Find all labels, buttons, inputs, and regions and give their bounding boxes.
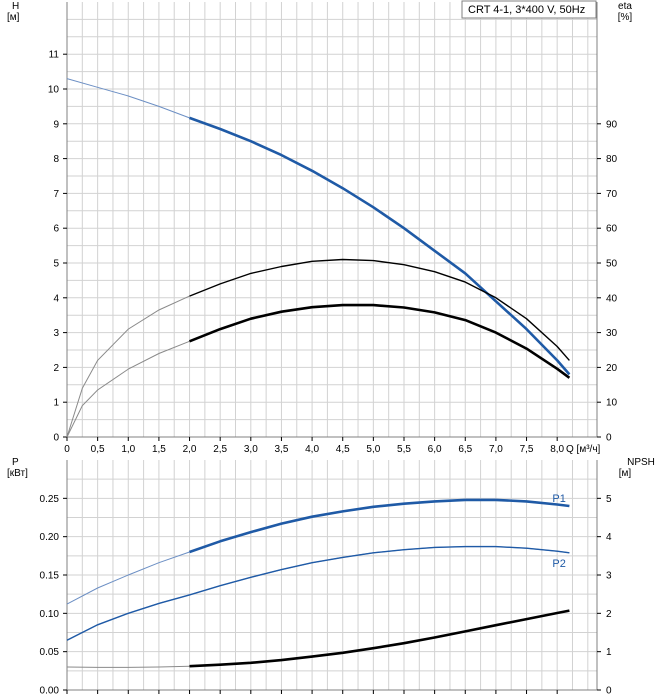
x-tick-label: 5,0 bbox=[366, 444, 380, 455]
left-tick-label: 11 bbox=[49, 50, 60, 61]
right-tick-label: 0 bbox=[606, 433, 612, 444]
series-line bbox=[189, 303, 571, 379]
left-tick-label: 1 bbox=[53, 398, 59, 409]
left-tick-label: 0.05 bbox=[40, 647, 60, 658]
series-line bbox=[189, 609, 570, 668]
right-axis-unit: [м] bbox=[619, 468, 632, 479]
right-tick-label: 60 bbox=[606, 224, 618, 235]
x-tick-label: 3,5 bbox=[274, 444, 288, 455]
x-tick-label: 3,0 bbox=[244, 444, 258, 455]
left-tick-label: 8 bbox=[53, 154, 59, 165]
right-tick-label: 50 bbox=[606, 259, 618, 270]
x-tick-label: 0 bbox=[64, 444, 70, 455]
x-axis-label: Q [м³/ч] bbox=[566, 444, 601, 455]
right-tick-label: 2 bbox=[606, 609, 612, 620]
x-tick-label: 2,0 bbox=[183, 444, 197, 455]
series-line-thin bbox=[66, 665, 190, 668]
left-tick-label: 10 bbox=[48, 85, 60, 96]
right-tick-label: 4 bbox=[606, 532, 612, 543]
x-tick-label: 7,0 bbox=[489, 444, 503, 455]
x-tick-label: 0,5 bbox=[91, 444, 105, 455]
right-tick-label: 20 bbox=[606, 363, 618, 374]
x-tick-label: 6,5 bbox=[458, 444, 472, 455]
right-tick-label: 90 bbox=[606, 119, 618, 130]
right-tick-label: 80 bbox=[606, 154, 618, 165]
x-tick-label: 4,0 bbox=[305, 444, 319, 455]
series-line bbox=[189, 258, 570, 361]
series-line bbox=[189, 116, 571, 376]
left-axis-name: P bbox=[12, 457, 19, 468]
x-tick-label: 1,0 bbox=[121, 444, 135, 455]
head-efficiency-chart: 0 1 2 3 4 5 6 7 8 9 10 11 0 10 20 30 40 50 60 70 80 90 H[м] eta… bbox=[7, 1, 632, 455]
left-tick-label: 3 bbox=[53, 328, 59, 339]
left-tick-label: 9 bbox=[53, 119, 59, 130]
right-axis-unit: [%] bbox=[618, 12, 633, 23]
right-tick-label: 40 bbox=[606, 293, 618, 304]
right-tick-label: 1 bbox=[606, 647, 612, 658]
left-tick-label: 2 bbox=[53, 363, 59, 374]
left-tick-label: 7 bbox=[53, 189, 59, 200]
x-tick-label: 4,5 bbox=[336, 444, 350, 455]
left-axis-name: H bbox=[12, 1, 19, 12]
left-tick-label: 0 bbox=[53, 433, 59, 444]
right-axis-name: eta bbox=[618, 1, 632, 12]
right-tick-label: 3 bbox=[606, 571, 612, 582]
left-axis-unit: [кВт] bbox=[7, 468, 28, 479]
x-tick-label: 5,5 bbox=[397, 444, 411, 455]
left-axis-unit: [м] bbox=[7, 12, 20, 23]
left-tick-label: 0.15 bbox=[40, 571, 60, 582]
pump-model-label: CRT 4-1, 3*400 V, 50Hz bbox=[468, 4, 585, 16]
left-tick-label: 4 bbox=[53, 293, 59, 304]
x-tick-label: 6,0 bbox=[428, 444, 442, 455]
series-line-thin bbox=[66, 340, 190, 438]
series-line bbox=[66, 545, 570, 641]
series-label: P2 bbox=[552, 558, 565, 570]
series-line-thin bbox=[66, 295, 190, 438]
left-tick-label: 0.00 bbox=[40, 686, 60, 697]
x-tick-label: 8,0 bbox=[550, 444, 564, 455]
series-label: P1 bbox=[552, 493, 565, 505]
right-tick-label: 30 bbox=[606, 328, 618, 339]
right-tick-label: 70 bbox=[606, 189, 618, 200]
x-tick-label: 2,5 bbox=[213, 444, 227, 455]
series-line bbox=[189, 498, 570, 554]
right-tick-label: 10 bbox=[606, 398, 618, 409]
series-line-thin bbox=[66, 78, 190, 119]
legend-box bbox=[461, 0, 597, 19]
x-tick-label: 1,5 bbox=[152, 444, 166, 455]
right-tick-label: 0 bbox=[606, 686, 612, 697]
right-tick-label: 5 bbox=[606, 494, 612, 505]
left-tick-label: 5 bbox=[53, 259, 59, 270]
left-tick-label: 0.20 bbox=[40, 532, 60, 543]
left-tick-label: 6 bbox=[53, 224, 59, 235]
left-tick-label: 0.25 bbox=[40, 494, 60, 505]
x-tick-label: 7,5 bbox=[520, 444, 534, 455]
left-tick-label: 0.10 bbox=[40, 609, 60, 620]
right-axis-name: NPSH bbox=[627, 457, 655, 468]
series-line-thin bbox=[66, 551, 190, 605]
power-npsh-chart: 0.00 0.05 0.10 0.15 0.20 0.25 0 1 2 3 4 5 P[кВт] NPSH… bbox=[7, 457, 655, 697]
